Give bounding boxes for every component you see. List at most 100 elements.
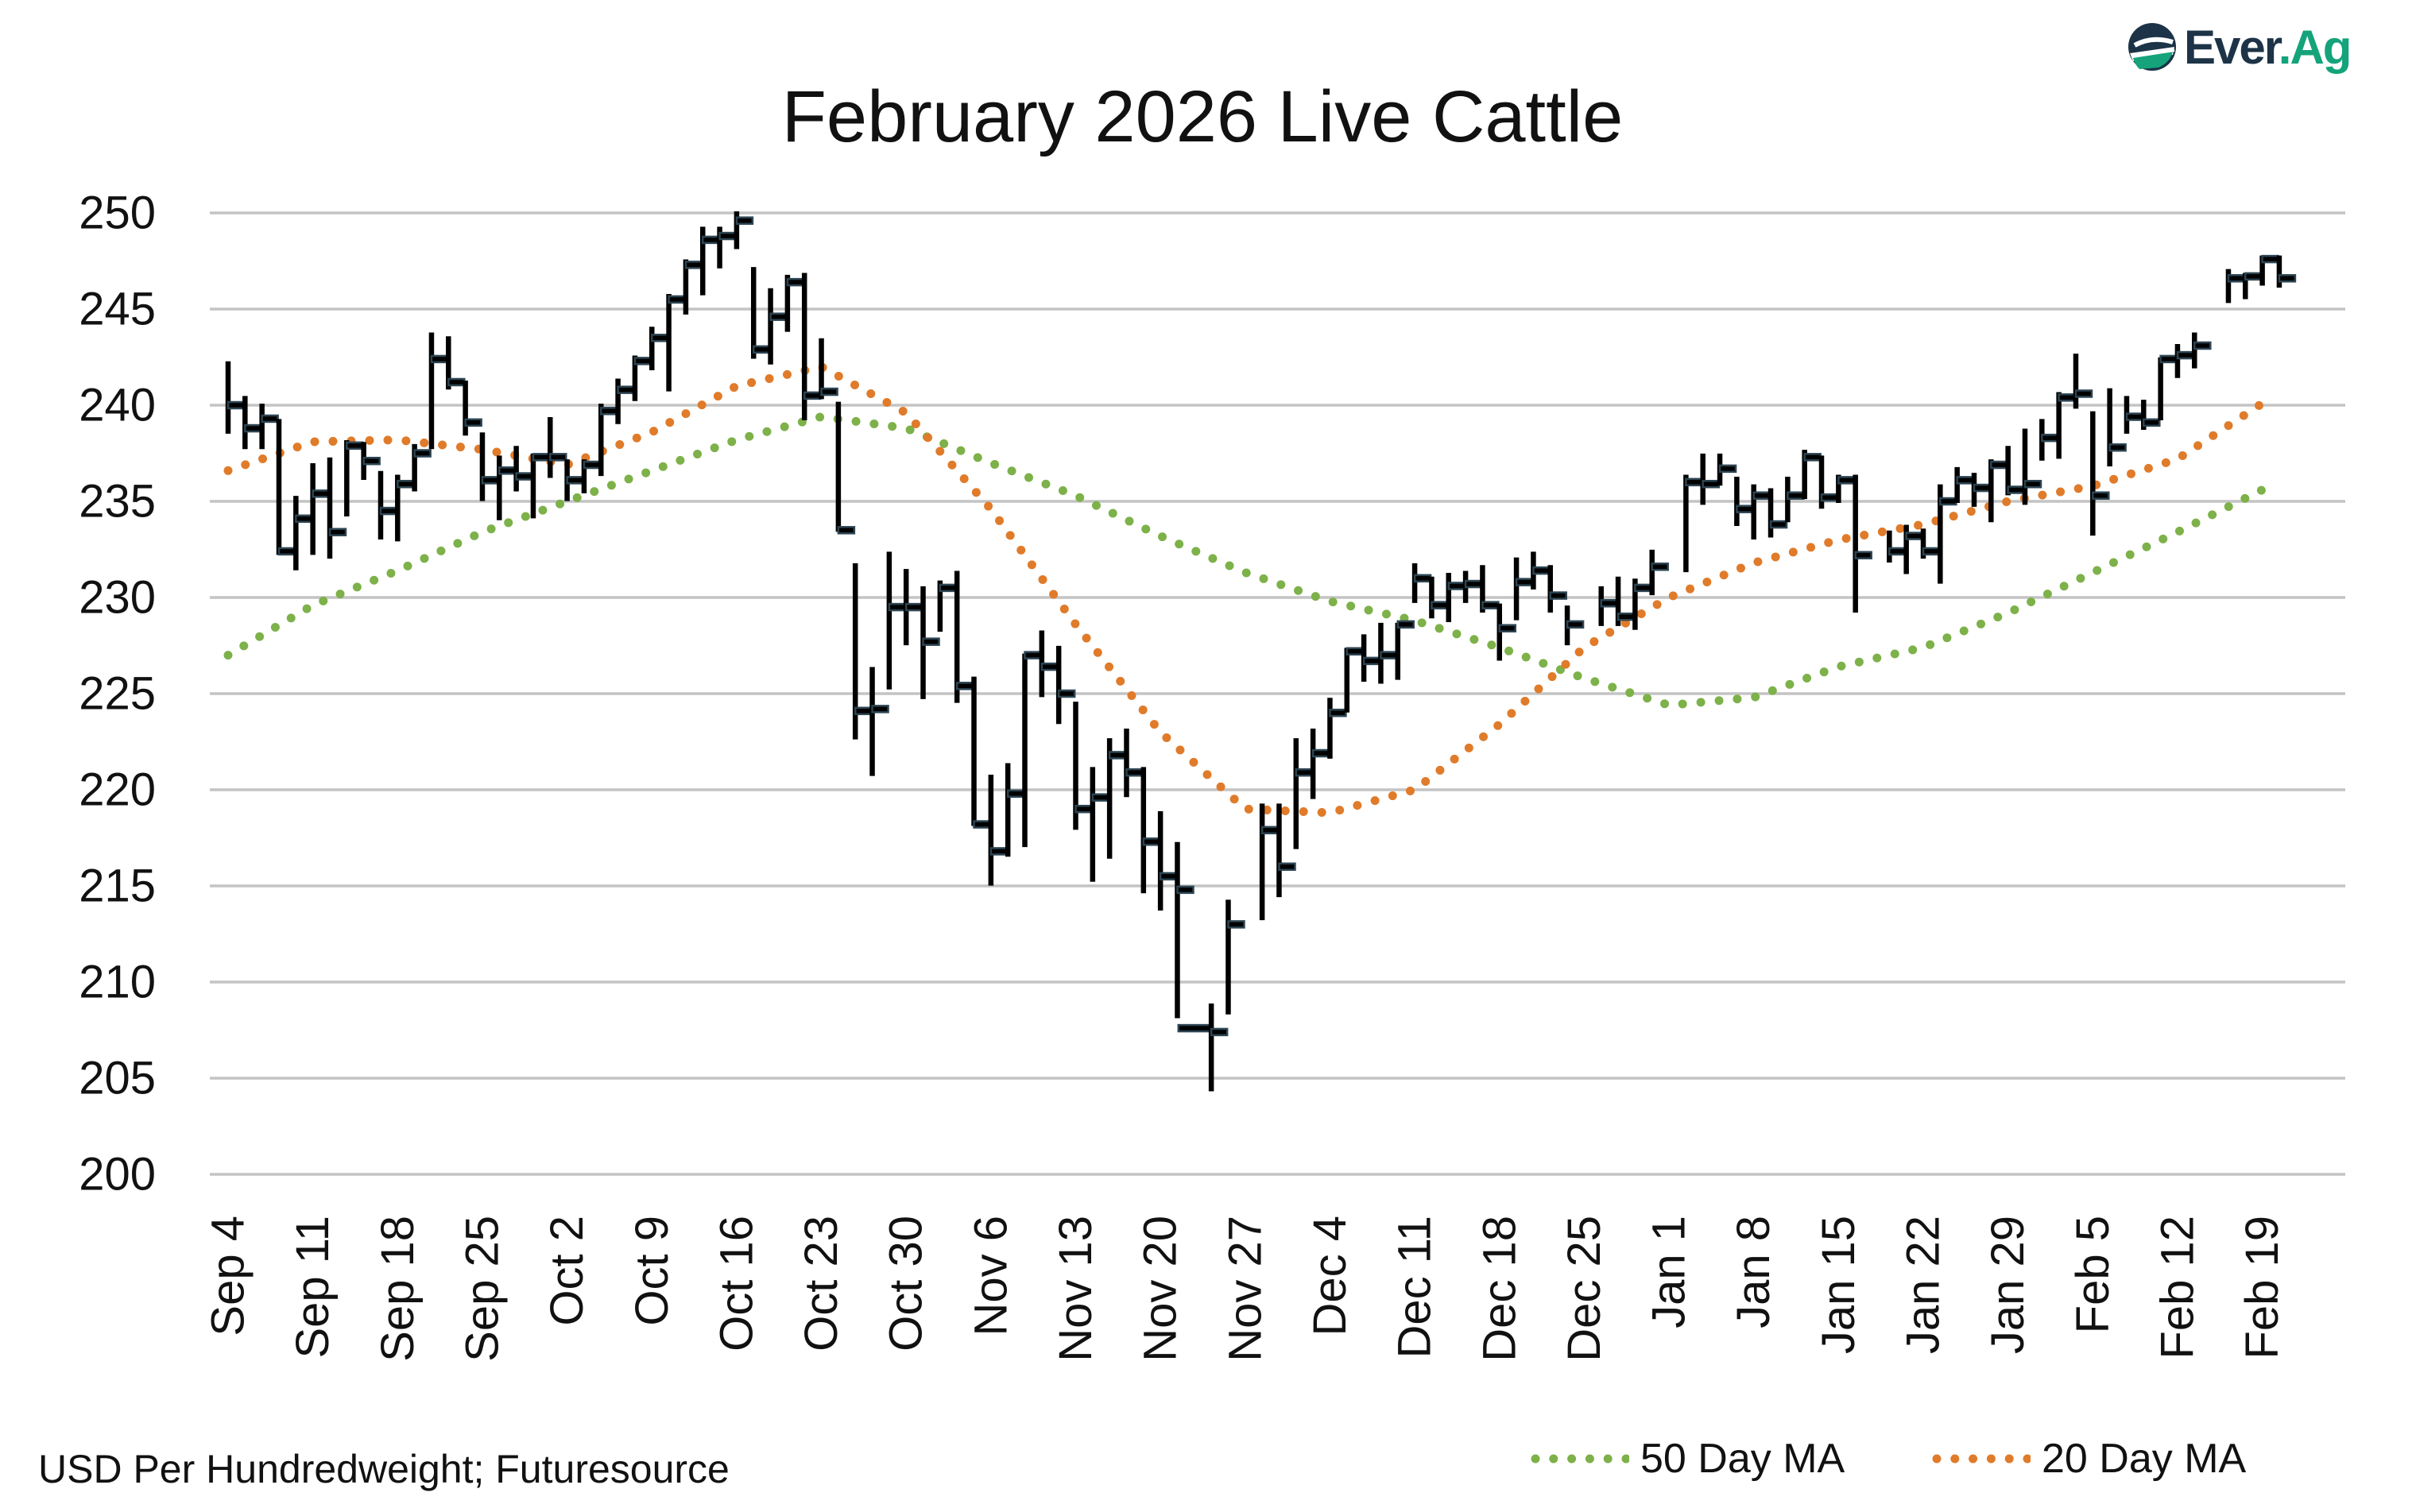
close-tick <box>2261 254 2279 264</box>
close-tick <box>566 476 584 485</box>
ohlc-bar <box>1395 620 1415 680</box>
close-tick <box>633 357 652 365</box>
close-tick <box>2023 479 2042 489</box>
close-tick <box>939 583 958 593</box>
x-tick-label: Feb 19 <box>2236 1216 2288 1359</box>
ohlc-bar <box>2107 388 2127 467</box>
close-tick <box>1498 624 1516 632</box>
close-tick <box>1227 920 1245 929</box>
ohlc-bar <box>2192 332 2212 369</box>
x-tick-label: Dec 25 <box>1558 1216 1610 1362</box>
ohlc-bar <box>750 267 771 359</box>
close-tick <box>1854 551 1872 560</box>
close-tick <box>1260 826 1280 835</box>
ohlc-bar <box>971 676 991 829</box>
close-tick <box>1311 748 1330 758</box>
close-tick <box>1278 862 1296 872</box>
ohlc-bar <box>1887 530 1907 563</box>
close-tick <box>1803 453 1822 462</box>
close-tick <box>261 414 279 423</box>
close-tick <box>1040 662 1059 671</box>
legend-swatch-50-day-ma <box>1531 1454 1629 1464</box>
x-tick-label: Nov 13 <box>1050 1216 1102 1362</box>
close-tick <box>1905 532 1923 540</box>
ma50-line <box>223 412 2267 710</box>
close-tick <box>1464 579 1483 589</box>
y-tick-label: 230 <box>79 572 156 624</box>
ohlc-bar <box>1954 466 1974 503</box>
close-tick <box>1447 582 1466 590</box>
ohlc-bar <box>1039 630 1059 698</box>
ohlc-bar <box>1767 488 1788 538</box>
y-tick-label: 205 <box>79 1053 156 1104</box>
ohlc-bar <box>784 274 805 332</box>
ohlc-bar <box>903 569 923 646</box>
x-tick-label: Feb 12 <box>2151 1216 2203 1359</box>
ohlc-bar <box>1378 622 1398 684</box>
ohlc-bar <box>2022 428 2042 505</box>
ohlc-bar <box>1293 738 1314 849</box>
close-tick <box>701 235 720 245</box>
close-tick <box>1769 520 1788 529</box>
ohlc-bar <box>1361 634 1381 683</box>
close-tick <box>617 385 635 394</box>
x-tick-label: Sep 25 <box>456 1216 508 1362</box>
legend-swatch-20-day-ma <box>1932 1454 2031 1464</box>
close-tick <box>1345 647 1365 656</box>
close-tick <box>651 334 669 342</box>
close-tick <box>2278 274 2297 283</box>
close-tick <box>2041 433 2059 443</box>
close-tick <box>1616 612 1636 621</box>
close-tick <box>1074 804 1093 814</box>
ohlc-bar <box>1208 1003 1229 1092</box>
close-tick <box>1329 708 1347 717</box>
ma20-line <box>223 362 2267 818</box>
close-tick <box>600 407 618 416</box>
ohlc-bar <box>1683 474 1703 573</box>
logo-text-ag: .Ag <box>2278 20 2352 74</box>
ohlc-bar <box>2005 446 2025 496</box>
close-tick <box>498 466 517 475</box>
x-tick-label: Dec 11 <box>1389 1216 1441 1358</box>
ohlc-bar <box>1598 586 1618 626</box>
close-tick <box>295 514 313 524</box>
ohlc-bar <box>2259 254 2279 286</box>
ohlc-bar <box>768 288 788 365</box>
close-tick <box>464 418 482 427</box>
close-tick <box>1973 483 1992 493</box>
ohlc-bar <box>1055 645 1076 725</box>
close-tick <box>2007 485 2025 494</box>
x-tick-label: Jan 1 <box>1644 1216 1695 1328</box>
ohlc-bar <box>1344 647 1365 713</box>
x-tick-label: Jan 15 <box>1813 1216 1864 1354</box>
ohlc-bar <box>1157 811 1178 911</box>
close-tick <box>1990 460 2008 470</box>
close-tick <box>1820 493 1839 502</box>
close-tick <box>532 453 551 462</box>
close-tick <box>1888 547 1907 556</box>
ohlc-bar <box>1818 455 1839 509</box>
ohlc-bar <box>2039 419 2059 461</box>
ohlc-bar <box>1175 841 1194 1019</box>
close-tick <box>1176 885 1194 895</box>
ohlc-bar <box>1649 549 1669 596</box>
close-tick <box>1634 583 1652 593</box>
close-tick <box>668 295 686 304</box>
y-tick-label: 225 <box>79 668 156 720</box>
close-tick <box>1515 578 1534 586</box>
x-tick-label: Dec 18 <box>1473 1216 1525 1362</box>
close-tick <box>1024 651 1042 659</box>
close-tick <box>1057 689 1076 698</box>
close-tick <box>1752 491 1771 500</box>
close-tick <box>1718 464 1737 474</box>
ohlc-bar <box>598 404 618 477</box>
ohlc-bar <box>1802 450 1822 500</box>
close-tick <box>312 489 330 498</box>
close-tick <box>1481 601 1500 609</box>
ohlc-bar <box>259 404 279 450</box>
close-tick <box>1532 566 1551 575</box>
close-tick <box>1600 599 1618 608</box>
x-tick-label: Feb 5 <box>2067 1216 2119 1333</box>
ohlc-bar <box>1177 1023 1212 1033</box>
